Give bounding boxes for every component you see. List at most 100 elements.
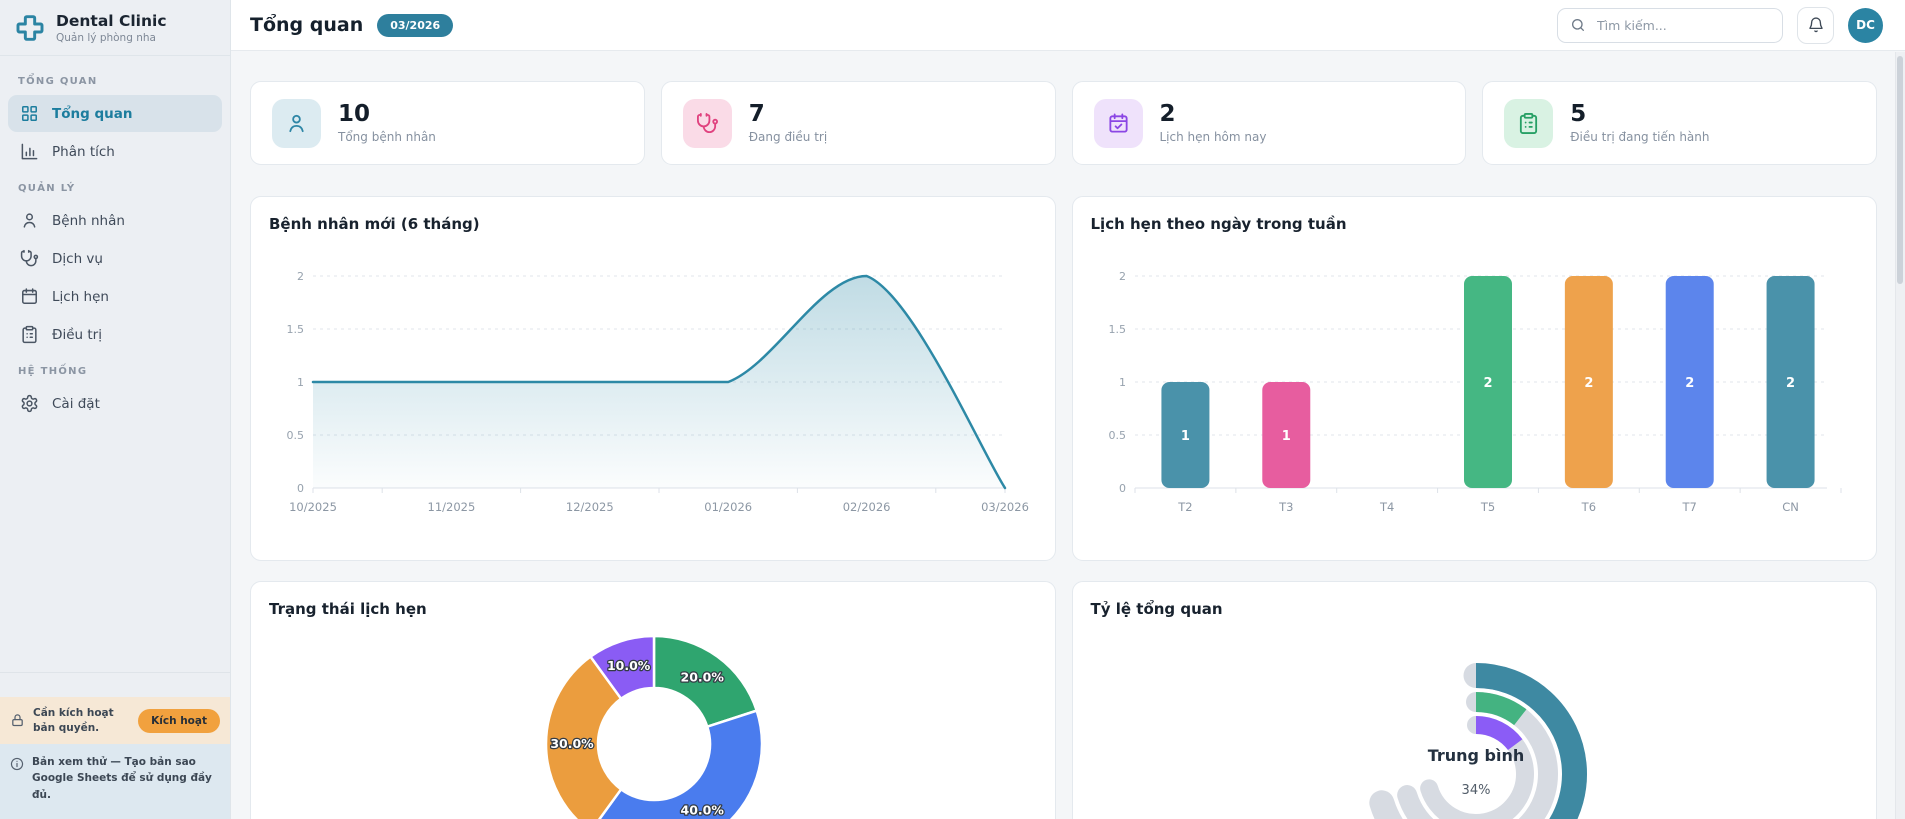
stat-label: Lịch hẹn hôm nay xyxy=(1159,130,1267,145)
sidebar-nav: TỔNG QUAN Tổng quan Phân tích QUẢN LÝ Bệnh n… xyxy=(0,55,230,423)
chart-card-bar: Lịch hẹn theo ngày trong tuần 0 0.5 1 1.5 2 1 T… xyxy=(1071,196,1877,561)
stat-cards-row: 10 Tổng bệnh nhân 7 Đang điều trị 2 Lịch hẹn … xyxy=(250,81,1877,165)
svg-text:CN: CN xyxy=(1782,500,1799,514)
svg-text:1: 1 xyxy=(1119,376,1126,389)
sidebar-item-patients[interactable]: Bệnh nhân xyxy=(8,202,222,239)
sidebar-item-overview[interactable]: Tổng quan xyxy=(8,95,222,132)
search-input[interactable] xyxy=(1595,16,1770,34)
user-icon xyxy=(23,213,36,228)
gear-icon xyxy=(21,394,38,413)
svg-text:1: 1 xyxy=(1180,429,1189,444)
bell-icon xyxy=(1807,16,1825,34)
lock-icon xyxy=(10,713,25,728)
chart-title: Lịch hẹn theo ngày trong tuần xyxy=(1090,215,1347,233)
sidebar-item-analytics[interactable]: Phân tích xyxy=(8,133,222,170)
clipboard-icon xyxy=(1520,112,1538,134)
sidebar-item-treatments[interactable]: Điều trị xyxy=(8,316,222,353)
search-box xyxy=(1557,7,1783,43)
svg-text:30.0%: 30.0% xyxy=(550,736,594,751)
sidebar-item-label: Dịch vụ xyxy=(52,250,103,267)
sidebar-item-label: Cài đặt xyxy=(52,395,100,412)
sidebar-item-settings[interactable]: Cài đặt xyxy=(8,385,222,422)
chart-card-line: Bệnh nhân mới (6 tháng) 0 0.5 1 1.5 2 10/2025 1… xyxy=(250,196,1056,561)
donut-slice-10.0%[interactable] xyxy=(589,634,656,700)
svg-text:T3: T3 xyxy=(1278,500,1293,514)
scrollbar[interactable] xyxy=(1895,52,1905,819)
lock-icon xyxy=(12,714,23,727)
svg-text:2: 2 xyxy=(1483,376,1492,391)
stat-label: Đang điều trị xyxy=(748,130,828,145)
stat-label: Điều trị đang tiến hành xyxy=(1570,130,1710,145)
stat-label: Tổng bệnh nhân xyxy=(338,130,436,145)
top-header: Tổng quan 03/2026 DC xyxy=(231,0,1905,51)
bar-T3[interactable] xyxy=(1261,382,1310,488)
svg-text:20.0%: 20.0% xyxy=(681,670,725,685)
calendar-check-icon xyxy=(1108,112,1128,133)
svg-text:0.5: 0.5 xyxy=(1108,429,1126,442)
sidebar-item-label: Phân tích xyxy=(52,143,115,160)
sidebar: Dental Clinic Quản lý phòng nha TỔNG QUA… xyxy=(0,0,231,819)
notifications-button[interactable] xyxy=(1797,6,1834,44)
bar-T2[interactable] xyxy=(1160,382,1209,488)
bar-T5[interactable] xyxy=(1463,276,1512,488)
bar-chart-canvas[interactable]: 0 0.5 1 1.5 2 1 T2 1 T3 T4 2 T5 2 T6 2 T7 2 CN xyxy=(1091,239,1861,539)
svg-text:1: 1 xyxy=(297,376,304,389)
bar-T7[interactable] xyxy=(1665,276,1714,488)
chart-body: 0 0.5 1 1.5 2 1 T2 1 T3 T4 2 T5 2 T6 2 T7 2 CN xyxy=(1091,239,1859,543)
search-icon xyxy=(1572,19,1584,31)
chart-title: Trạng thái lịch hẹn xyxy=(269,600,427,618)
donut-chart-canvas[interactable]: 20.0% 40.0% 30.0% 10.0% xyxy=(269,624,1039,819)
nav-section-header: HỆ THỐNG xyxy=(18,366,88,377)
svg-text:1: 1 xyxy=(1281,429,1290,444)
svg-text:2: 2 xyxy=(1786,376,1795,391)
dashboard-content: 10 Tổng bệnh nhân 7 Đang điều trị 2 Lịch hẹn … xyxy=(231,51,1905,819)
avatar[interactable]: DC xyxy=(1848,7,1883,43)
stat-card: 10 Tổng bệnh nhân xyxy=(250,81,645,165)
line-series[interactable] xyxy=(311,274,1007,490)
svg-text:03/2026: 03/2026 xyxy=(981,500,1029,514)
sidebar-item-label: Tổng quan xyxy=(52,105,133,122)
svg-text:10/2025: 10/2025 xyxy=(289,500,337,514)
donut-slice-40.0%[interactable] xyxy=(591,709,764,819)
chart-title: Tỷ lệ tổng quan xyxy=(1090,600,1223,618)
sidebar-item-services[interactable]: Dịch vụ xyxy=(8,240,222,277)
chart-title: Bệnh nhân mới (6 tháng) xyxy=(269,215,480,233)
activate-button[interactable]: Kích hoạt xyxy=(138,708,220,733)
cross-icon xyxy=(16,15,44,41)
svg-text:11/2025: 11/2025 xyxy=(428,500,476,514)
line-chart-canvas[interactable]: 0 0.5 1 1.5 2 10/2025 11/2025 12/2025 01/2026 02/… xyxy=(269,239,1039,539)
bar-CN[interactable] xyxy=(1766,276,1815,488)
period-badge: 03/2026 xyxy=(377,13,454,37)
radial-center-value: 34% xyxy=(1461,783,1490,798)
sidebar-spacer xyxy=(0,423,230,672)
stat-value: 5 xyxy=(1570,100,1587,127)
sidebar-item-label: Điều trị xyxy=(52,326,102,343)
nav-section: HỆ THỐNG Cài đặt xyxy=(8,354,222,422)
bar-T6[interactable] xyxy=(1564,276,1613,488)
donut-slice-30.0%[interactable] xyxy=(544,655,623,819)
calendar-icon xyxy=(22,288,37,304)
svg-text:0: 0 xyxy=(297,482,304,495)
sidebar-item-appointments[interactable]: Lịch hẹn xyxy=(8,278,222,315)
svg-text:12/2025: 12/2025 xyxy=(566,500,614,514)
page-title: Tổng quan xyxy=(250,14,364,36)
chart-card-radial: Tỷ lệ tổng quan Trung bình 34% xyxy=(1071,581,1877,819)
scrollbar-thumb[interactable] xyxy=(1897,56,1903,284)
svg-text:10.0%: 10.0% xyxy=(607,658,651,673)
nav-section-header: TỔNG QUAN xyxy=(18,76,98,87)
sidebar-item-label: Bệnh nhân xyxy=(52,212,125,229)
stethoscope-icon xyxy=(20,249,39,267)
sidebar-divider xyxy=(0,671,230,673)
nav-section: TỔNG QUAN Tổng quan Phân tích xyxy=(8,64,222,170)
svg-text:2: 2 xyxy=(1584,376,1593,391)
info-icon xyxy=(10,758,24,771)
radial-chart-canvas[interactable]: Trung bình 34% xyxy=(1091,624,1861,819)
svg-text:1.5: 1.5 xyxy=(1108,323,1126,336)
info-icon xyxy=(10,757,24,771)
chart-body: 20.0% 40.0% 30.0% 10.0% xyxy=(269,624,1037,819)
svg-text:40.0%: 40.0% xyxy=(681,802,725,817)
clinic-cross-icon xyxy=(14,12,46,44)
svg-text:01/2026: 01/2026 xyxy=(704,500,752,514)
